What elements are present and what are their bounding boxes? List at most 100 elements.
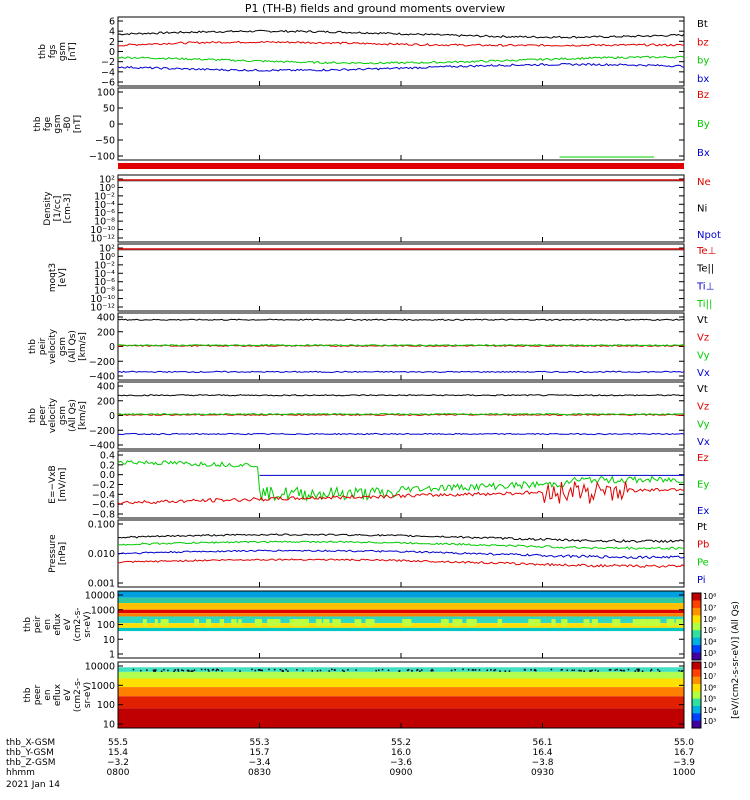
- spectrogram-speck: [530, 669, 532, 671]
- series-line: [117, 549, 685, 559]
- spectrogram-speck: [478, 669, 481, 671]
- y-axis-label: eflux: [53, 683, 63, 706]
- x-tick-label: 56.1: [532, 738, 552, 748]
- x-tick-label: −3.6: [390, 758, 412, 768]
- y-tick-label: 1000: [91, 605, 115, 616]
- spectrogram-patch: [440, 619, 446, 626]
- y-tick-label: −200: [89, 357, 115, 368]
- colorbar-tick: 10³: [703, 649, 716, 658]
- y-axis-label: peir: [33, 615, 43, 633]
- y-tick-label: 0.001: [88, 579, 115, 590]
- legend-entry: Ex: [697, 506, 709, 517]
- spectrogram-speck: [155, 669, 157, 671]
- legend-entry: Ti||: [696, 299, 712, 310]
- spectrogram-speck: [467, 668, 470, 671]
- y-tick-label: 10²: [99, 175, 115, 186]
- x-tick-label: −3.2: [107, 758, 129, 768]
- spectrogram-speck: [614, 669, 616, 671]
- series-line: [117, 460, 685, 502]
- series-line: [117, 432, 685, 436]
- spectrogram-speck: [636, 668, 638, 671]
- colorbar-swatch: [692, 720, 701, 729]
- spectrogram-band: [118, 623, 684, 628]
- spectrogram-speck: [431, 668, 433, 671]
- y-tick-label: 10: [103, 635, 115, 646]
- spectrogram-speck: [454, 669, 456, 671]
- y-axis-label: (cm2-s-: [73, 678, 83, 712]
- spectrogram-speck: [174, 669, 177, 671]
- spectrogram-speck: [641, 670, 644, 672]
- spectrogram-speck: [550, 668, 553, 671]
- y-tick-label: 0.100: [88, 520, 115, 531]
- x-tick-label: 0800: [107, 768, 130, 778]
- spectrogram-speck: [580, 669, 582, 672]
- colorbar-swatch: [692, 645, 701, 654]
- spectrogram-patch: [666, 619, 675, 626]
- spectrogram-speck: [608, 669, 611, 671]
- spectrogram-speck: [182, 669, 185, 672]
- colorbar-swatch: [692, 684, 701, 692]
- spectrogram-patch: [563, 619, 568, 626]
- spectrogram-patch: [497, 619, 502, 626]
- x-tick-label: 15.4: [108, 748, 128, 758]
- spectrogram-speck: [571, 669, 573, 672]
- spectrogram-speck: [471, 669, 474, 671]
- colorbar-swatch: [692, 637, 701, 646]
- y-axis-label: [mV/m]: [58, 468, 68, 502]
- spectrogram-patch: [323, 619, 330, 626]
- y-tick-label: 10⁻¹⁰: [90, 294, 115, 305]
- panel-frame: [117, 519, 685, 588]
- legend-entry: Pe: [697, 557, 709, 568]
- y-tick-label: −0.2: [92, 480, 115, 491]
- spectrogram-patch: [332, 619, 341, 626]
- legend-entry: Vy: [697, 419, 710, 430]
- x-axis-labels: thb_X-GSM 55.5 55.3 55.2 56.1 55.0 thb_Y-GSM 15…: [6, 738, 696, 790]
- series-line: [117, 533, 685, 543]
- x-tick-label: 16.7: [674, 748, 694, 758]
- spectrogram-speck: [499, 670, 501, 672]
- spectrogram-speck: [462, 668, 464, 671]
- colorbar-swatch: [692, 713, 701, 722]
- y-axis-label: sr-eV): [83, 682, 93, 708]
- series-line: [117, 344, 685, 347]
- legend-entry: bx: [697, 74, 709, 85]
- spectrogram-speck: [140, 669, 142, 672]
- y-axis-label: peir: [38, 337, 48, 355]
- spectrogram-speck: [153, 669, 155, 671]
- spectrogram-speck: [578, 669, 580, 672]
- y-axis-label: velocity: [48, 328, 58, 364]
- y-axis-label: gsm: [53, 114, 63, 133]
- y-tick-label: −0.8: [92, 510, 115, 521]
- y-tick-label: 0.2: [100, 460, 115, 471]
- panel-fge: 100 50 0 −50 −100 thb fge gsm -B0 [nT] Bz By Bx: [33, 87, 710, 163]
- spectrogram-patch: [405, 619, 412, 626]
- spectrogram-speck: [200, 668, 203, 671]
- y-axis-label: moqt3: [48, 263, 58, 292]
- x-row-label: thb_X-GSM: [6, 738, 55, 748]
- spectrogram-speck: [302, 669, 304, 672]
- x-tick-label: 16.4: [532, 748, 552, 758]
- y-axis-label: thb: [23, 617, 33, 632]
- spectrogram-speck: [217, 669, 220, 671]
- x-tick-label: 15.7: [249, 748, 269, 758]
- spectrogram-band: [118, 613, 684, 617]
- y-tick-label: 10⁻⁸: [94, 217, 115, 228]
- spectrogram-speck: [398, 670, 400, 672]
- spectrogram-patch: [647, 619, 654, 626]
- y-axis-label: [nPa]: [58, 542, 68, 565]
- spectrogram-patch: [551, 619, 556, 626]
- y-tick-label: 10⁻⁶: [94, 277, 115, 288]
- spectrogram-patch: [443, 619, 449, 626]
- spectrogram-patch: [206, 619, 211, 626]
- colorbar-tick: 10⁶: [703, 615, 716, 624]
- spectrogram-speck: [285, 668, 287, 671]
- y-tick-label: 0: [109, 47, 115, 58]
- spectrogram-band: [118, 687, 684, 697]
- y-axis-label: [nT]: [73, 115, 83, 133]
- colorbar-tick: 10⁵: [703, 626, 716, 635]
- y-axis-label: Pressure: [48, 534, 58, 573]
- spectrogram-speck: [163, 668, 165, 671]
- spectrogram-patch: [612, 619, 621, 626]
- spectrogram-speck: [534, 668, 536, 671]
